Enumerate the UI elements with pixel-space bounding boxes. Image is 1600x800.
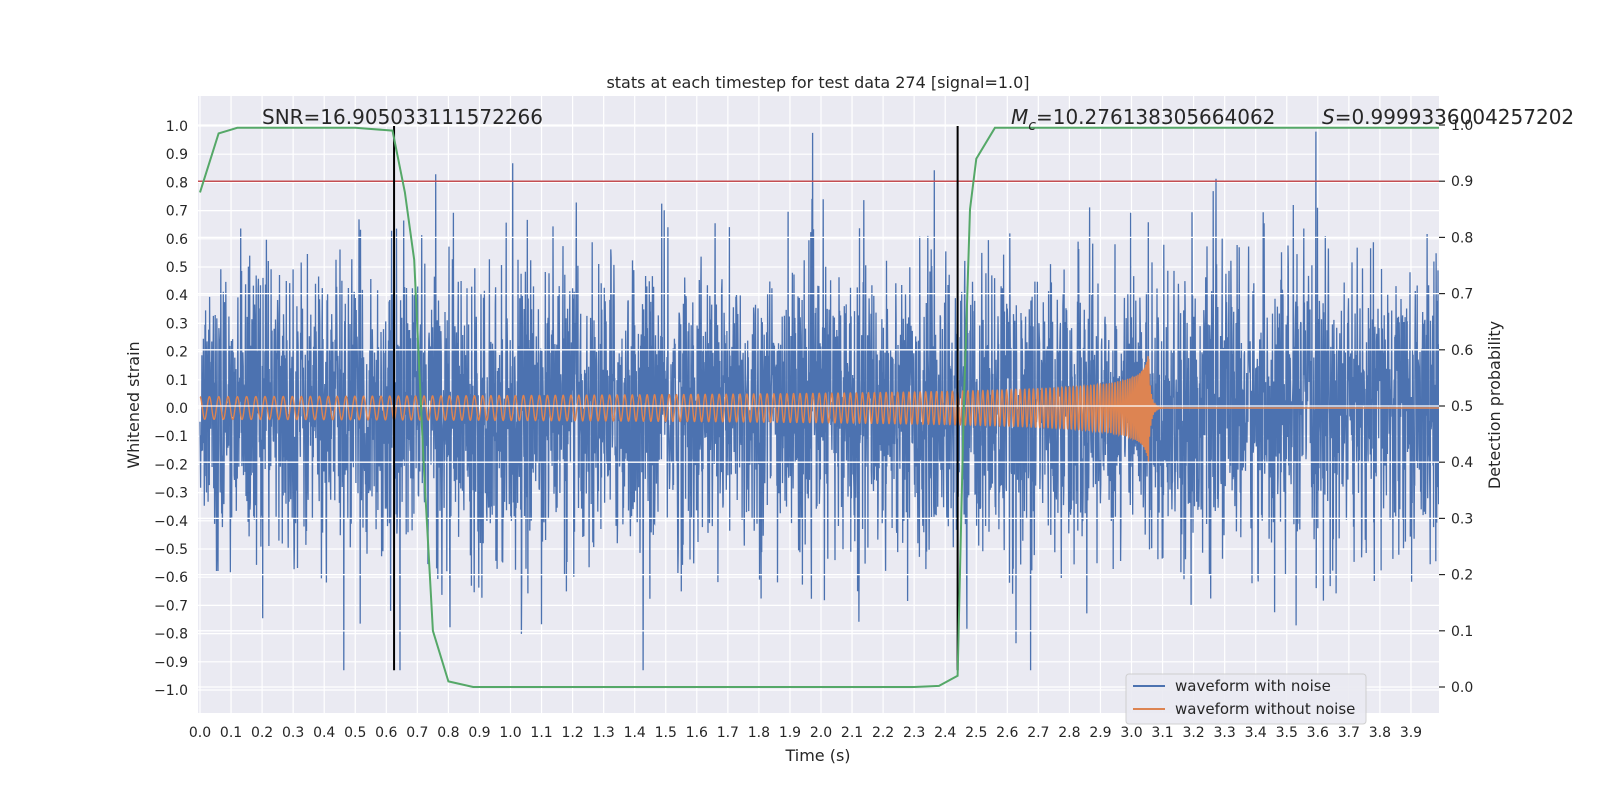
series-line-noisy xyxy=(199,131,1439,671)
x-tick-label: 0.3 xyxy=(282,725,304,741)
x-tick-label: 0.4 xyxy=(313,725,335,741)
y-tick-label: −0.9 xyxy=(154,655,188,671)
y-tick-label: 0.1 xyxy=(166,373,188,389)
y2-tick-label: 0.8 xyxy=(1451,230,1473,246)
legend-label-clean: waveform without noise xyxy=(1175,700,1355,718)
x-tick-label: 3.3 xyxy=(1214,725,1236,741)
y-tick-label: 1.0 xyxy=(166,119,188,135)
x-tick-labels: 0.0 0.1 0.2 0.3 0.4 0.5 0.6 0.7 0.8 0.9 1.0 1.1 1.2 1… xyxy=(189,725,1422,741)
y2-axis-label: Detection probability xyxy=(1485,321,1504,489)
x-tick-label: 3.8 xyxy=(1369,725,1391,741)
y-axis-label: Whitened strain xyxy=(124,341,143,468)
x-tick-label: 2.5 xyxy=(965,725,987,741)
y2-tick-label: 0.2 xyxy=(1451,568,1473,584)
y-tick-label: −1.0 xyxy=(154,683,188,699)
x-tick-label: 0.1 xyxy=(220,725,242,741)
y-tick-label: −0.3 xyxy=(154,486,188,502)
y-tick-label: 0.9 xyxy=(166,147,188,163)
x-tick-label: 3.5 xyxy=(1276,725,1298,741)
x-tick-label: 2.2 xyxy=(872,725,894,741)
x-tick-label: 1.3 xyxy=(593,725,615,741)
y2-tick-label: 1.0 xyxy=(1451,118,1473,134)
y2-tick-labels: 1.0 0.9 0.8 0.7 0.6 0.5 0.4 0.3 0.2 0.1 0.0 xyxy=(1439,118,1473,696)
y-tick-label: −0.7 xyxy=(154,598,188,614)
chirp-mass-subscript: c xyxy=(1028,118,1036,134)
x-tick-label: 1.4 xyxy=(624,725,646,741)
y-tick-label: −0.6 xyxy=(154,570,188,586)
x-tick-label: 3.6 xyxy=(1307,725,1329,741)
y2-tick-label: 0.5 xyxy=(1451,399,1473,415)
x-tick-label: 1.6 xyxy=(686,725,708,741)
legend: waveform with noise waveform without noi… xyxy=(1125,673,1367,725)
x-tick-label: 0.8 xyxy=(437,725,459,741)
x-tick-label: 1.0 xyxy=(499,725,521,741)
chirp-mass-symbol: M xyxy=(1011,105,1028,129)
x-tick-label: 3.7 xyxy=(1338,725,1360,741)
x-tick-label: 1.7 xyxy=(717,725,739,741)
series-line-clean xyxy=(199,356,1439,463)
y-tick-label: 0.2 xyxy=(166,345,188,361)
x-tick-label: 3.2 xyxy=(1182,725,1204,741)
y-tick-label: −0.8 xyxy=(154,627,188,643)
detection-score-annotation: S=0.9999336004257202 xyxy=(1322,105,1574,129)
y-tick-label: −0.1 xyxy=(154,429,188,445)
y2-tick-label: 0.0 xyxy=(1451,680,1473,696)
x-tick-label: 2.4 xyxy=(934,725,956,741)
y-tick-label: 0.6 xyxy=(166,232,188,248)
x-tick-label: 3.4 xyxy=(1245,725,1267,741)
y2-tick-label: 0.3 xyxy=(1451,511,1473,527)
y-tick-label: 0.0 xyxy=(166,401,188,417)
y2-tick-label: 0.4 xyxy=(1451,455,1473,471)
y-tick-label: 0.5 xyxy=(166,260,188,276)
y-tick-label: −0.4 xyxy=(154,514,188,530)
y2-tick-label: 0.9 xyxy=(1451,174,1473,190)
y-tick-label: 0.3 xyxy=(166,316,188,332)
y-tick-labels: 1.0 0.9 0.8 0.7 0.6 0.5 0.4 0.3 0.2 0.1 0.0 −0.1 −0.… xyxy=(154,119,188,699)
y2-tick-label: 0.6 xyxy=(1451,343,1473,359)
x-tick-label: 2.1 xyxy=(841,725,863,741)
y2-tick-label: 0.1 xyxy=(1451,624,1473,640)
chirp-mass-annotation: Mc=10.276138305664062 xyxy=(1011,105,1275,134)
snr-annotation: SNR=16.905033111572266 xyxy=(262,105,543,129)
x-tick-label: 1.1 xyxy=(530,725,552,741)
x-tick-label: 3.9 xyxy=(1400,725,1422,741)
x-tick-label: 0.5 xyxy=(344,725,366,741)
x-axis-label: Time (s) xyxy=(784,746,850,765)
series-line-detection xyxy=(199,126,1439,688)
x-tick-label: 1.2 xyxy=(561,725,583,741)
detection-score-symbol: S xyxy=(1322,105,1335,129)
y-tick-label: 0.8 xyxy=(166,175,188,191)
y2-tick-label: 0.7 xyxy=(1451,287,1473,303)
x-tick-label: 0.7 xyxy=(406,725,428,741)
y-tick-label: 0.4 xyxy=(166,288,188,304)
x-tick-label: 3.0 xyxy=(1120,725,1142,741)
y-tick-label: −0.2 xyxy=(154,457,188,473)
legend-box xyxy=(1125,673,1367,725)
chart-title: stats at each timestep for test data 274… xyxy=(606,73,1029,92)
y-tick-label: −0.5 xyxy=(154,542,188,558)
x-tick-label: 1.8 xyxy=(748,725,770,741)
legend-label-noisy: waveform with noise xyxy=(1175,677,1331,695)
y-tick-label: 0.7 xyxy=(166,204,188,220)
detection-score-value: =0.9999336004257202 xyxy=(1335,105,1574,129)
x-tick-label: 0.9 xyxy=(468,725,490,741)
x-tick-label: 2.0 xyxy=(810,725,832,741)
x-tick-label: 3.1 xyxy=(1151,725,1173,741)
chirp-mass-value: =10.276138305664062 xyxy=(1036,105,1275,129)
x-tick-label: 2.8 xyxy=(1058,725,1080,741)
x-tick-label: 2.6 xyxy=(996,725,1018,741)
x-tick-label: 2.9 xyxy=(1089,725,1111,741)
x-tick-label: 0.0 xyxy=(189,725,211,741)
x-tick-label: 1.9 xyxy=(779,725,801,741)
x-tick-label: 2.3 xyxy=(903,725,925,741)
x-tick-label: 1.5 xyxy=(655,725,677,741)
x-tick-label: 0.2 xyxy=(251,725,273,741)
x-tick-label: 0.6 xyxy=(375,725,397,741)
x-tick-label: 2.7 xyxy=(1027,725,1049,741)
